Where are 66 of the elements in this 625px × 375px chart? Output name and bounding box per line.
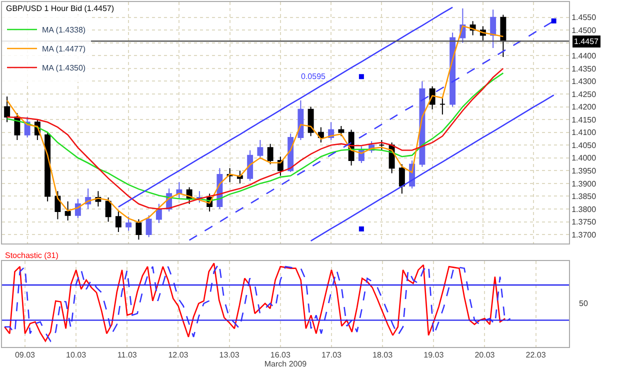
y-tick-label: 1.4000 bbox=[572, 154, 597, 163]
legend-label: MA (1.4477) bbox=[42, 44, 86, 54]
y-tick-label: 1.3950 bbox=[572, 166, 597, 176]
candlestick bbox=[298, 100, 304, 140]
ref-line-label: 1.4457 bbox=[574, 37, 600, 46]
y-tick-label: 1.4050 bbox=[572, 140, 597, 150]
y-tick-label: 1.3850 bbox=[572, 192, 597, 202]
y-tick-label: 1.4350 bbox=[572, 64, 597, 74]
candlestick bbox=[257, 140, 264, 160]
y-tick-label: 1.4250 bbox=[572, 90, 597, 99]
x-tick-label: 10.03 bbox=[66, 350, 87, 360]
line-series bbox=[310, 94, 554, 242]
y-tick-label: 1.3900 bbox=[572, 179, 597, 188]
point bbox=[551, 18, 556, 24]
point bbox=[358, 74, 364, 80]
y-tick-label: 1.4400 bbox=[572, 51, 597, 60]
x-tick-label: 22.03 bbox=[526, 350, 546, 360]
candlestick bbox=[378, 140, 385, 151]
text: 50 bbox=[579, 299, 588, 308]
y-tick-label: 1.4500 bbox=[572, 26, 597, 35]
candlestick bbox=[439, 96, 446, 115]
candlestick bbox=[338, 125, 344, 137]
x-tick-label: 20.03 bbox=[474, 350, 496, 360]
chart-title: Stochastic (31) bbox=[5, 251, 59, 260]
x-tick-label: 13.03 bbox=[219, 350, 240, 360]
candlestick bbox=[500, 14, 506, 58]
line-series bbox=[6, 25, 504, 223]
x-tick-label: 18.03 bbox=[372, 350, 394, 360]
candlestick bbox=[308, 106, 314, 137]
candlestick bbox=[136, 218, 142, 240]
candlestick bbox=[105, 197, 112, 222]
candlestick bbox=[176, 182, 182, 200]
x-tick-label: 16.03 bbox=[270, 350, 291, 360]
x-tick-label: 11.03 bbox=[117, 350, 138, 360]
x-axis-title: March 2009 bbox=[264, 360, 308, 369]
point bbox=[358, 226, 364, 232]
y-tick-label: 1.3800 bbox=[572, 204, 597, 214]
legend-label: MA (1.4350) bbox=[42, 64, 86, 73]
line-series bbox=[118, 6, 454, 208]
candlestick bbox=[398, 164, 405, 194]
y-tick-label: 1.4150 bbox=[572, 115, 597, 124]
x-tick-label: 19.03 bbox=[424, 350, 444, 360]
annotation: 0.0595 bbox=[301, 72, 326, 81]
y-tick-label: 1.4550 bbox=[572, 13, 597, 22]
candlestick bbox=[450, 32, 456, 108]
candlestick bbox=[64, 200, 71, 221]
chart-title: GBP/USD 1 Hour Bid (1.4457) bbox=[6, 4, 114, 13]
candlestick bbox=[115, 211, 122, 232]
candlestick bbox=[318, 126, 324, 144]
x-tick-label: 17.03 bbox=[321, 350, 342, 360]
candlestick bbox=[146, 214, 152, 238]
candlestick bbox=[490, 9, 496, 48]
x-tick-label: 12.03 bbox=[168, 350, 189, 360]
y-tick-label: 1.3700 bbox=[572, 230, 597, 240]
y-tick-label: 1.4200 bbox=[572, 102, 597, 112]
y-tick-label: 1.3750 bbox=[572, 218, 597, 227]
candlestick bbox=[54, 190, 61, 220]
x-tick-label: 09.03 bbox=[14, 350, 36, 360]
candlestick bbox=[267, 143, 274, 165]
candlestick bbox=[247, 150, 254, 182]
candlestick bbox=[126, 216, 132, 232]
y-tick-label: 1.4300 bbox=[572, 77, 597, 86]
candlestick bbox=[44, 132, 51, 202]
legend-label: MA (1.4338) bbox=[42, 26, 86, 35]
candlestick bbox=[4, 96, 10, 123]
y-tick-label: 1.4100 bbox=[572, 128, 597, 138]
